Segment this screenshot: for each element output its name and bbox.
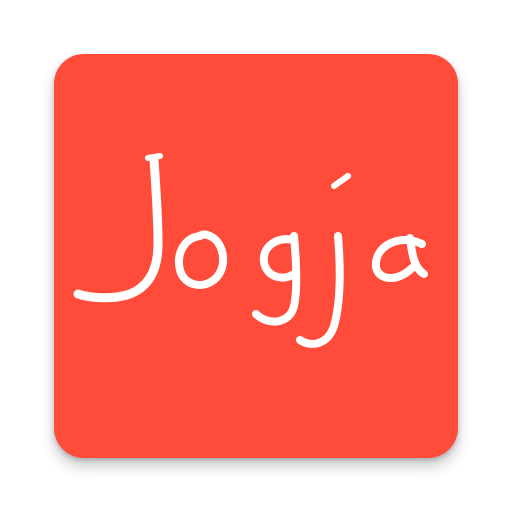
letter-j bbox=[73, 155, 163, 303]
wordmark-lettering bbox=[73, 153, 428, 348]
app-icon[interactable] bbox=[54, 54, 458, 458]
letter-j-small bbox=[296, 232, 344, 348]
jogja-wordmark: Jogja bbox=[72, 148, 444, 368]
letter-o bbox=[175, 230, 228, 289]
letter-g bbox=[252, 232, 301, 326]
letter-a bbox=[371, 234, 428, 282]
